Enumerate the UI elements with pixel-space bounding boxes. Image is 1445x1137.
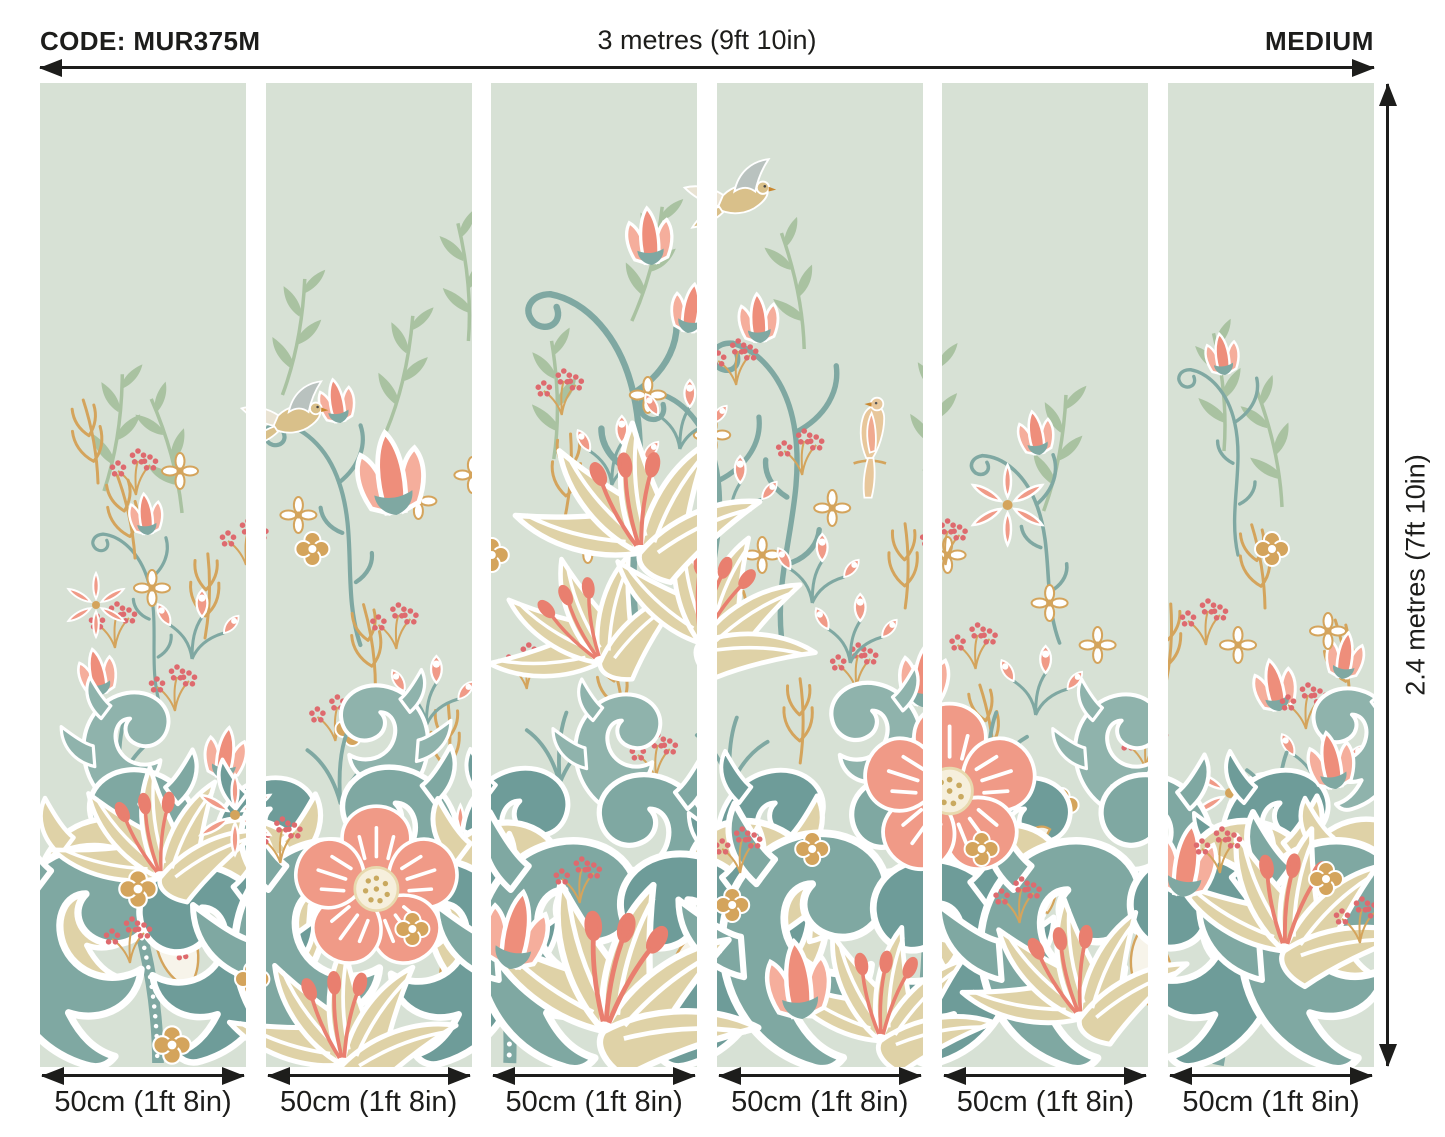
total-width-label: 3 metres (9ft 10in) [597, 25, 817, 55]
panel-width-arrow-icon [718, 1074, 921, 1077]
panel-width-arrow-icon [944, 1074, 1147, 1077]
panel-width-label: 50cm (1ft 8in) [54, 1086, 232, 1118]
mural-art-slice-2 [266, 83, 472, 1067]
panel-width-label: 50cm (1ft 8in) [279, 1086, 458, 1118]
panel-width-label: 50cm (1ft 8in) [505, 1086, 683, 1118]
product-code-label: CODE: MUR375M [40, 26, 261, 56]
wallpaper-panel-3 [491, 83, 698, 1067]
mural-art-slice-3 [491, 83, 697, 1067]
wallpaper-panel-6 [1167, 83, 1374, 1067]
wallpaper-panel-4 [716, 83, 923, 1067]
mural-art-slice-4 [717, 83, 923, 1067]
panel-width-arrow-icon [42, 1074, 244, 1077]
mural-art-slice-5 [942, 83, 1148, 1067]
wallpaper-panel-2 [265, 83, 472, 1067]
panel-width-arrow-icon [267, 1074, 470, 1077]
panel-width-label: 50cm (1ft 8in) [1182, 1086, 1360, 1118]
total-width-arrow-icon [40, 66, 1374, 69]
size-badge: MEDIUM [1264, 26, 1374, 56]
panel-width-label: 50cm (1ft 8in) [956, 1086, 1135, 1118]
wallpaper-panel-5 [942, 83, 1149, 1067]
panel-width-cell: 50cm (1ft 8in) [491, 1068, 697, 1119]
mural-art-slice-1 [40, 83, 246, 1067]
panel-width-arrow-icon [1169, 1074, 1372, 1077]
panel-width-cell: 50cm (1ft 8in) [266, 1068, 472, 1119]
panel-width-cell: 50cm (1ft 8in) [717, 1068, 923, 1119]
panel-strip [40, 83, 1374, 1067]
panel-width-cell: 50cm (1ft 8in) [942, 1068, 1148, 1119]
panel-width-label: 50cm (1ft 8in) [731, 1086, 909, 1118]
panel-width-cell: 50cm (1ft 8in) [40, 1068, 246, 1119]
total-height-label: 2.4 metres (7ft 10in) [1400, 454, 1431, 696]
panel-width-cell: 50cm (1ft 8in) [1168, 1068, 1374, 1119]
mural-art-slice-6 [1168, 83, 1374, 1067]
wallpaper-panel-1 [40, 83, 246, 1067]
total-height-arrow-icon [1386, 84, 1389, 1066]
panel-width-labels: 50cm (1ft 8in) 50cm (1ft 8in) 50cm (1ft … [40, 1068, 1374, 1119]
panel-width-arrow-icon [493, 1074, 696, 1077]
